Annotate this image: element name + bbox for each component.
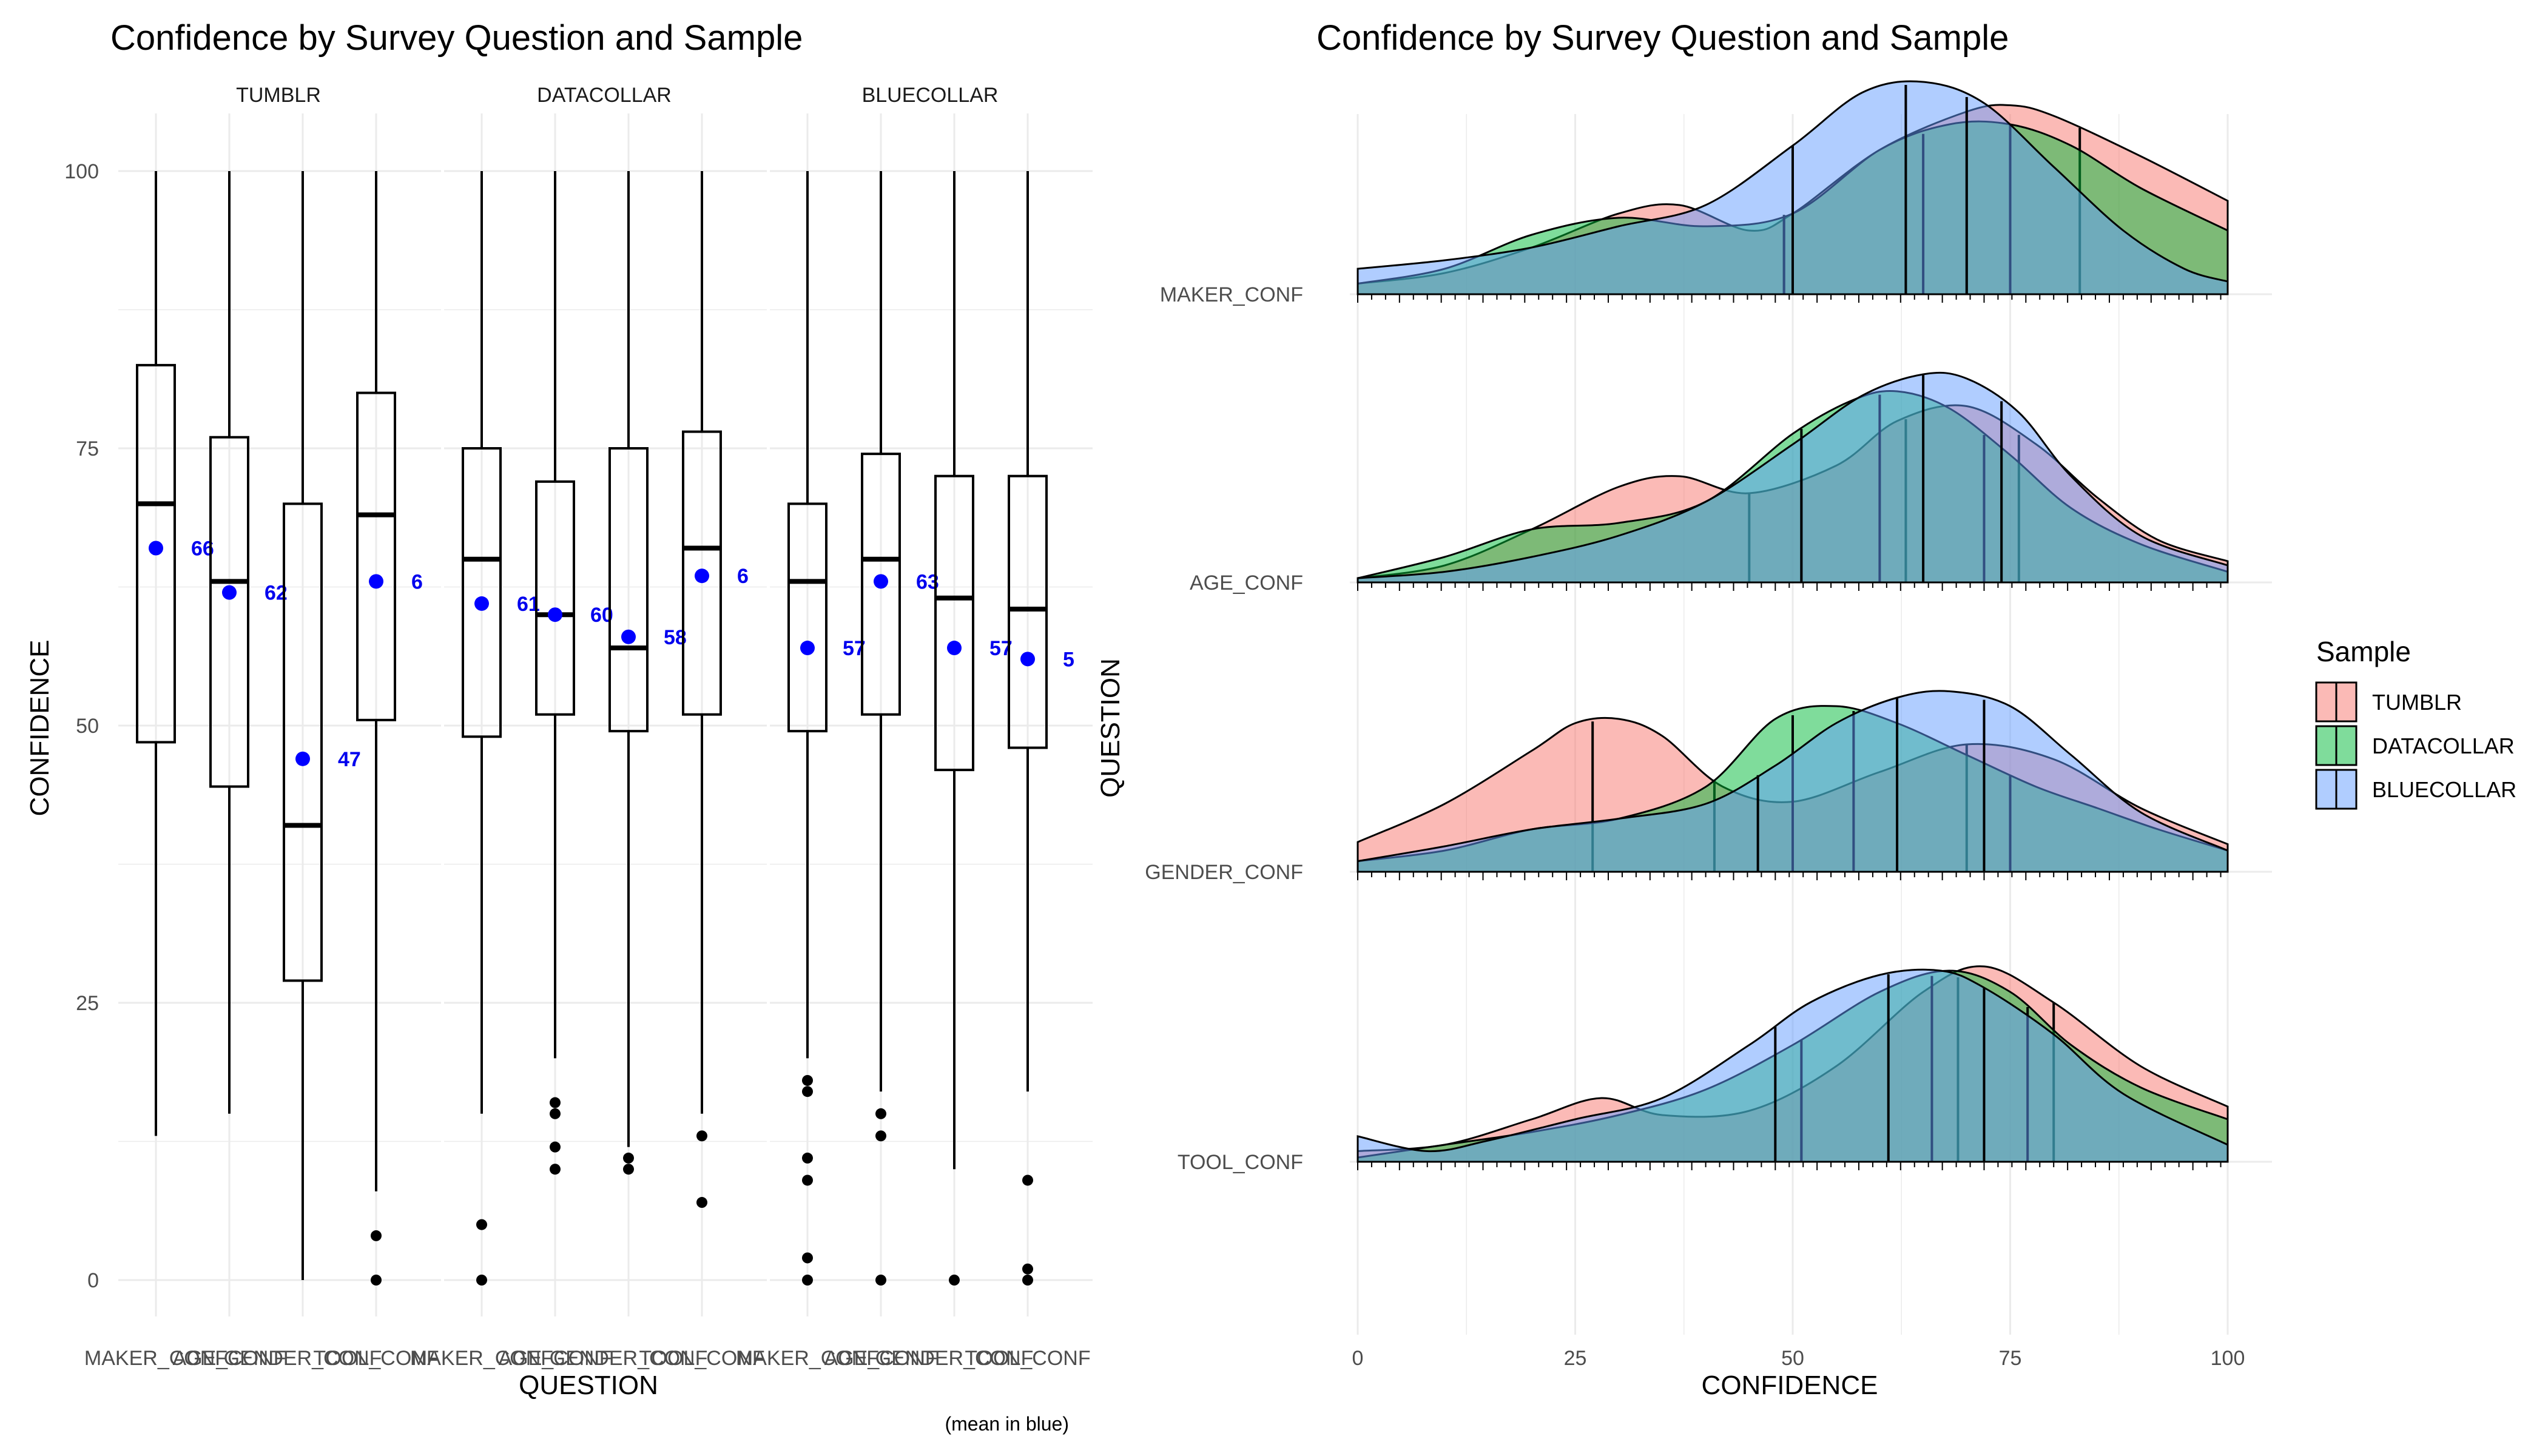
boxplot-caption: (mean in blue) xyxy=(945,1413,1069,1435)
legend-title: Sample xyxy=(2316,636,2411,667)
legend-label-datacollar: DATACOLLAR xyxy=(2372,733,2515,758)
box-bluecollar-maker-conf-outlier xyxy=(802,1175,813,1185)
box-bluecollar-gender-conf-outlier xyxy=(949,1275,960,1286)
box-datacollar-tool-conf-mean-point xyxy=(695,568,709,583)
boxplot-panel: Confidence by Survey Question and Sample… xyxy=(25,18,1093,1435)
box-datacollar-maker-conf-outlier xyxy=(476,1219,487,1230)
box-bluecollar-maker-conf-outlier xyxy=(802,1086,813,1097)
y-tick-100: 100 xyxy=(64,160,99,183)
y-tick-age-conf: AGE_CONF xyxy=(1190,571,1303,595)
box-datacollar-tool-conf-outlier xyxy=(696,1130,707,1141)
boxplot-x-axis-title: QUESTION xyxy=(519,1370,658,1400)
box-tumblr-gender-conf-mean-label: 47 xyxy=(338,748,361,771)
y-tick-0: 0 xyxy=(87,1269,99,1292)
box-bluecollar-maker-conf-outlier xyxy=(802,1153,813,1164)
y-tick-75: 75 xyxy=(76,437,99,460)
box-tumblr-maker-conf-mean-point xyxy=(149,541,163,556)
box-datacollar-gender-conf-outlier xyxy=(623,1153,634,1164)
box-bluecollar-maker-conf-outlier xyxy=(802,1275,813,1286)
legend: Sample TUMBLR DATACOLLAR BLUECOLLAR xyxy=(2316,636,2516,809)
box-datacollar-maker-conf-mean-point xyxy=(474,596,489,611)
box-bluecollar-maker-conf-outlier xyxy=(802,1075,813,1086)
box-bluecollar-tool-conf-mean-label: 5 xyxy=(1063,648,1074,671)
boxplot-title: Confidence by Survey Question and Sample xyxy=(110,18,803,58)
ridgeline-x-axis-title: CONFIDENCE xyxy=(1702,1370,1878,1400)
box-datacollar-gender-conf-mean-point xyxy=(621,630,636,644)
x-tick-50: 50 xyxy=(1781,1347,1804,1370)
box-tumblr-tool-conf-outlier xyxy=(371,1275,382,1286)
box-datacollar-age-conf-outlier xyxy=(550,1108,561,1119)
boxplot-y-axis-title: CONFIDENCE xyxy=(25,640,55,817)
box-tumblr-tool-conf-mean-label: 6 xyxy=(411,570,423,593)
boxplot-x-ticks: MAKER_CONFAGE_CONFGENDER_CONFTOOL_CONFMA… xyxy=(84,1347,1091,1370)
box-bluecollar-maker-conf-mean-point xyxy=(800,641,815,655)
y-tick-maker-conf: MAKER_CONF xyxy=(1160,283,1303,306)
box-bluecollar-tool-conf-outlier xyxy=(1022,1275,1033,1286)
box-datacollar-tool-conf-outlier xyxy=(696,1197,707,1208)
box-datacollar-age-conf-outlier xyxy=(550,1097,561,1108)
y-tick-tool-conf: TOOL_CONF xyxy=(1178,1151,1303,1174)
legend-items: TUMBLR DATACOLLAR BLUECOLLAR xyxy=(2316,682,2516,809)
box-bluecollar-age-conf-mean-point xyxy=(874,574,888,588)
box-bluecollar-gender-conf-mean-point xyxy=(947,641,962,655)
ridgeline-y-ticks: MAKER_CONF AGE_CONF GENDER_CONF TOOL_CONF xyxy=(1145,283,1303,1174)
boxplot-y-ticks: 0 25 50 75 100 xyxy=(64,160,99,1292)
x-tick-bluecollar-tool-conf: TOOL_CONF xyxy=(965,1347,1090,1370)
facet-label-tumblr: TUMBLR xyxy=(236,84,321,107)
y-tick-gender-conf: GENDER_CONF xyxy=(1145,861,1303,884)
facet-label-datacollar: DATACOLLAR xyxy=(537,84,672,107)
box-tumblr-gender-conf-mean-point xyxy=(295,752,310,766)
box-bluecollar-tool-conf-mean-point xyxy=(1020,652,1035,666)
ridgeline-y-axis-title: QUESTION xyxy=(1096,658,1125,798)
y-tick-25: 25 xyxy=(76,992,99,1015)
box-datacollar-tool-conf-mean-label: 6 xyxy=(737,565,749,588)
box-bluecollar-age-conf-outlier xyxy=(875,1275,886,1286)
facet-strips: TUMBLR DATACOLLAR BLUECOLLAR xyxy=(236,84,998,107)
y-tick-50: 50 xyxy=(76,715,99,738)
box-datacollar-age-conf-outlier xyxy=(550,1142,561,1153)
x-tick-75: 75 xyxy=(1999,1347,2022,1370)
box-datacollar-age-conf-outlier xyxy=(550,1164,561,1175)
x-tick-100: 100 xyxy=(2211,1347,2245,1370)
box-bluecollar-tool-conf-outlier xyxy=(1022,1175,1033,1185)
box-bluecollar-age-conf-outlier xyxy=(875,1108,886,1119)
legend-label-tumblr: TUMBLR xyxy=(2372,690,2462,715)
ridgeline-title: Confidence by Survey Question and Sample xyxy=(1316,18,2009,58)
box-bluecollar-age-conf-outlier xyxy=(875,1130,886,1141)
boxplot-gridlines xyxy=(118,113,1093,1316)
box-tumblr-age-conf-mean-point xyxy=(222,585,237,600)
x-tick-25: 25 xyxy=(1564,1347,1587,1370)
box-bluecollar-maker-conf-outlier xyxy=(802,1252,813,1263)
box-tumblr-tool-conf-mean-point xyxy=(369,574,383,588)
facet-label-bluecollar: BLUECOLLAR xyxy=(862,84,999,107)
ridgeline-panel: Confidence by Survey Question and Sample… xyxy=(1096,18,2516,1400)
x-tick-0: 0 xyxy=(1352,1347,1364,1370)
ridgeline-x-ticks: 0 25 50 75 100 xyxy=(1352,1347,2245,1370)
box-tumblr-tool-conf-outlier xyxy=(371,1230,382,1241)
box-datacollar-maker-conf-outlier xyxy=(476,1275,487,1286)
legend-label-bluecollar: BLUECOLLAR xyxy=(2372,777,2516,802)
box-datacollar-age-conf-mean-point xyxy=(548,607,562,622)
box-bluecollar-tool-conf-outlier xyxy=(1022,1264,1033,1275)
box-datacollar-gender-conf-outlier xyxy=(623,1164,634,1175)
boxplot-boxes: 666247661 60586576357 5 xyxy=(137,171,1074,1286)
